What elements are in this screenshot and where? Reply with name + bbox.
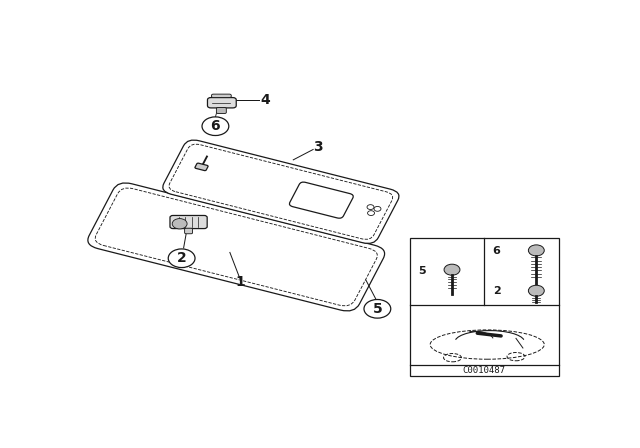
Text: 2: 2 bbox=[493, 286, 500, 297]
Text: C0010487: C0010487 bbox=[463, 366, 506, 375]
FancyBboxPatch shape bbox=[211, 94, 231, 98]
FancyBboxPatch shape bbox=[216, 108, 227, 113]
Text: 6: 6 bbox=[211, 119, 220, 133]
Circle shape bbox=[172, 219, 187, 229]
Text: 5: 5 bbox=[372, 302, 382, 316]
Circle shape bbox=[374, 207, 381, 211]
FancyBboxPatch shape bbox=[170, 215, 207, 228]
Circle shape bbox=[202, 117, 229, 135]
Circle shape bbox=[529, 245, 544, 256]
Text: 5: 5 bbox=[419, 267, 426, 276]
Circle shape bbox=[364, 300, 391, 318]
Circle shape bbox=[529, 285, 544, 296]
FancyBboxPatch shape bbox=[207, 98, 236, 108]
Circle shape bbox=[367, 211, 374, 215]
Text: 4: 4 bbox=[260, 93, 270, 108]
Text: 6: 6 bbox=[493, 246, 500, 256]
FancyBboxPatch shape bbox=[184, 228, 193, 234]
Text: 2: 2 bbox=[177, 251, 186, 265]
Circle shape bbox=[367, 205, 374, 210]
Text: 1: 1 bbox=[236, 276, 246, 289]
Circle shape bbox=[168, 249, 195, 267]
FancyBboxPatch shape bbox=[163, 140, 399, 243]
FancyBboxPatch shape bbox=[289, 182, 353, 218]
FancyBboxPatch shape bbox=[88, 183, 385, 311]
FancyBboxPatch shape bbox=[195, 163, 208, 171]
Text: 3: 3 bbox=[313, 140, 323, 155]
Circle shape bbox=[444, 264, 460, 275]
Bar bbox=[410, 238, 559, 376]
